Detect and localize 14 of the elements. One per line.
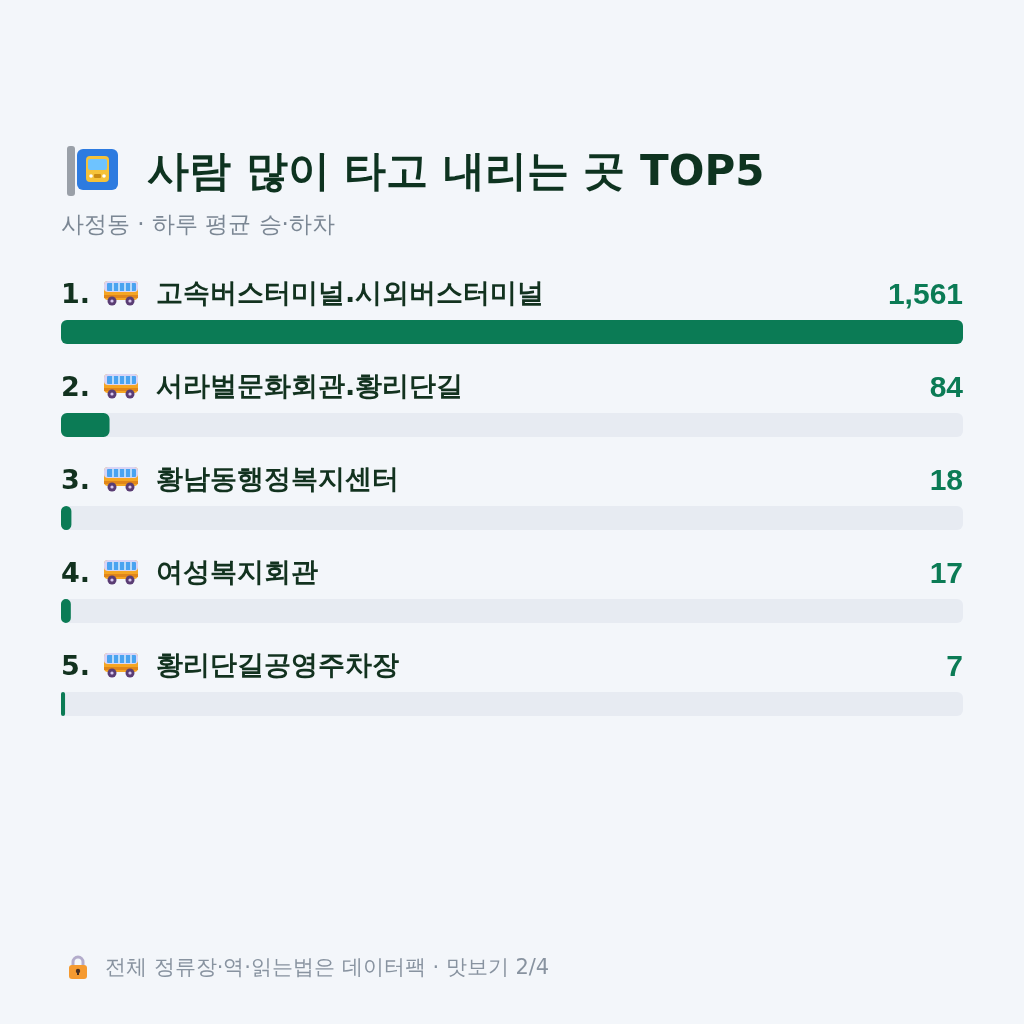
bar — [61, 413, 110, 437]
chart-subtitle: 사정동 · 하루 평균 승·하차 — [61, 210, 335, 239]
data-label: 18 — [929, 462, 963, 496]
category-label: 4. 여성복지회관 — [61, 556, 319, 588]
data-label: 7 — [946, 648, 963, 682]
chart-title: 사람 많이 타고 내리는 곳 TOP5 — [147, 145, 765, 197]
data-label: 17 — [929, 555, 963, 589]
data-label: 84 — [929, 369, 964, 403]
text: 전체 정류장·역·읽는법은 데이터팩 · 맛보기 2/4 — [105, 954, 550, 981]
category-label: 2. 서라벌문화회관.황리단길 — [61, 370, 464, 402]
data-label: 1,561 — [887, 276, 963, 310]
category-label: 3. 황남동행정복지센터 — [61, 463, 400, 495]
category-label: 1. 고속버스터미널.시외버스터미널 — [61, 277, 545, 309]
category-label: 5. 황리단길공영주차장 — [61, 649, 400, 681]
